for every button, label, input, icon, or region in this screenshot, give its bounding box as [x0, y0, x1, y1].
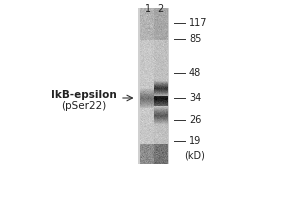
Text: 117: 117 [189, 18, 208, 28]
Text: 48: 48 [189, 68, 201, 78]
Text: 1: 1 [146, 4, 152, 14]
Text: (kD): (kD) [184, 150, 206, 160]
Text: 26: 26 [189, 115, 201, 125]
Text: 34: 34 [189, 93, 201, 103]
Text: 2: 2 [158, 4, 164, 14]
Text: (pSer22): (pSer22) [61, 101, 106, 111]
Text: 19: 19 [189, 136, 201, 146]
Bar [138, 8, 169, 164]
Text: IkB-epsilon: IkB-epsilon [51, 90, 117, 100]
Text: 85: 85 [189, 34, 201, 44]
